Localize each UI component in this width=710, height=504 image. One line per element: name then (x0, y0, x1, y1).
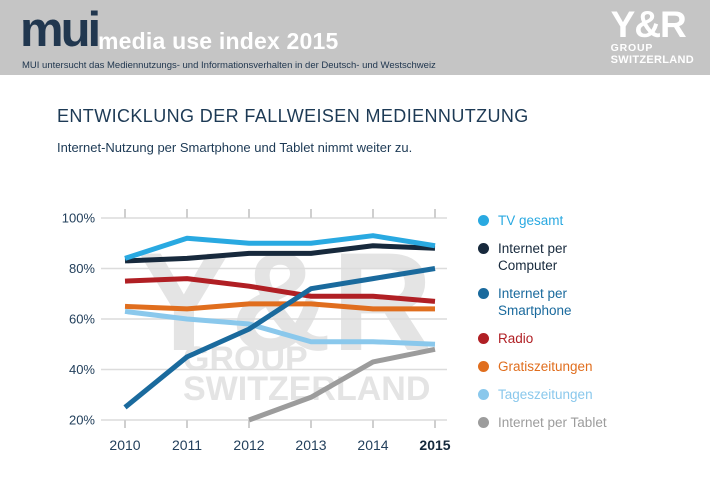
y-axis-label: 100% (62, 211, 96, 226)
series-line-radio (124, 276, 436, 304)
yr-logo-text: Y&R (610, 4, 687, 45)
chart-title: ENTWICKLUNG DER FALLWEISEN MEDIENNUTZUNG (57, 106, 529, 126)
y-axis-label: 40% (69, 362, 95, 377)
legend-dot-icon (478, 215, 489, 226)
legend-dot-icon (478, 361, 489, 372)
series-line-internet-per-smartphone (123, 266, 436, 410)
legend-dot-icon (478, 333, 489, 344)
series-line-internet-per-computer (124, 243, 436, 264)
legend-label: Gratiszeitungen (498, 359, 593, 374)
yr-switzerland-text: SWITZERLAND (610, 54, 694, 67)
legend-item: Radio (478, 330, 668, 347)
x-axis-label: 2013 (295, 437, 326, 453)
y-axis-label: 60% (69, 312, 95, 327)
legend-item: TV gesamt (478, 212, 668, 229)
legend-item: Internet per Smartphone (478, 285, 668, 319)
legend-dot-icon (478, 389, 489, 400)
x-axis-label: 2015 (419, 437, 450, 453)
y-axis-label: 20% (69, 413, 95, 428)
header-bar: mui media use index 2015 MUI untersucht … (0, 0, 710, 75)
y-axis-label: 80% (69, 261, 95, 276)
series-line-tageszeitungen (124, 308, 436, 347)
x-axis-label: 2011 (172, 437, 202, 453)
chart-legend: TV gesamt Internet per Computer Internet pe… (478, 212, 668, 442)
chart-subtitle: Internet-Nutzung per Smartphone und Tabl… (57, 140, 413, 155)
legend-label: TV gesamt (498, 213, 564, 228)
watermark-text: GROUP (183, 340, 308, 378)
x-axis-label: 2010 (109, 437, 140, 453)
legend-label: Internet per Tablet (498, 415, 607, 430)
legend-label: Radio (498, 331, 534, 346)
legend-label: Internet per Smartphone (498, 286, 572, 318)
x-axis-label: 2014 (357, 437, 388, 453)
yr-group-text: GROUP (610, 42, 654, 55)
legend-item: Internet per Tablet (478, 414, 668, 431)
legend-label: Tageszeitungen (498, 387, 593, 402)
mui-logo: mui (20, 3, 101, 57)
legend-item: Tageszeitungen (478, 386, 668, 403)
series-line-tv-gesamt (124, 233, 436, 261)
legend-dot-icon (478, 288, 489, 299)
watermark-text: SWITZERLAND (183, 370, 430, 408)
header-title: media use index 2015 (98, 28, 339, 54)
legend-label: Internet per Computer (498, 241, 568, 273)
yr-group-logo: Y&R GROUP SWITZERLAND (610, 4, 694, 67)
legend-item: Internet per Computer (478, 240, 668, 274)
x-axis-label: 2012 (233, 437, 264, 453)
legend-dot-icon (478, 243, 489, 254)
legend-item: Gratiszeitungen (478, 358, 668, 375)
series-line-gratiszeitungen (124, 301, 435, 312)
legend-dot-icon (478, 417, 489, 428)
header-subtitle: MUI untersucht das Mediennutzungs- und I… (22, 60, 436, 71)
series-line-internet-per-tablet (248, 346, 436, 423)
